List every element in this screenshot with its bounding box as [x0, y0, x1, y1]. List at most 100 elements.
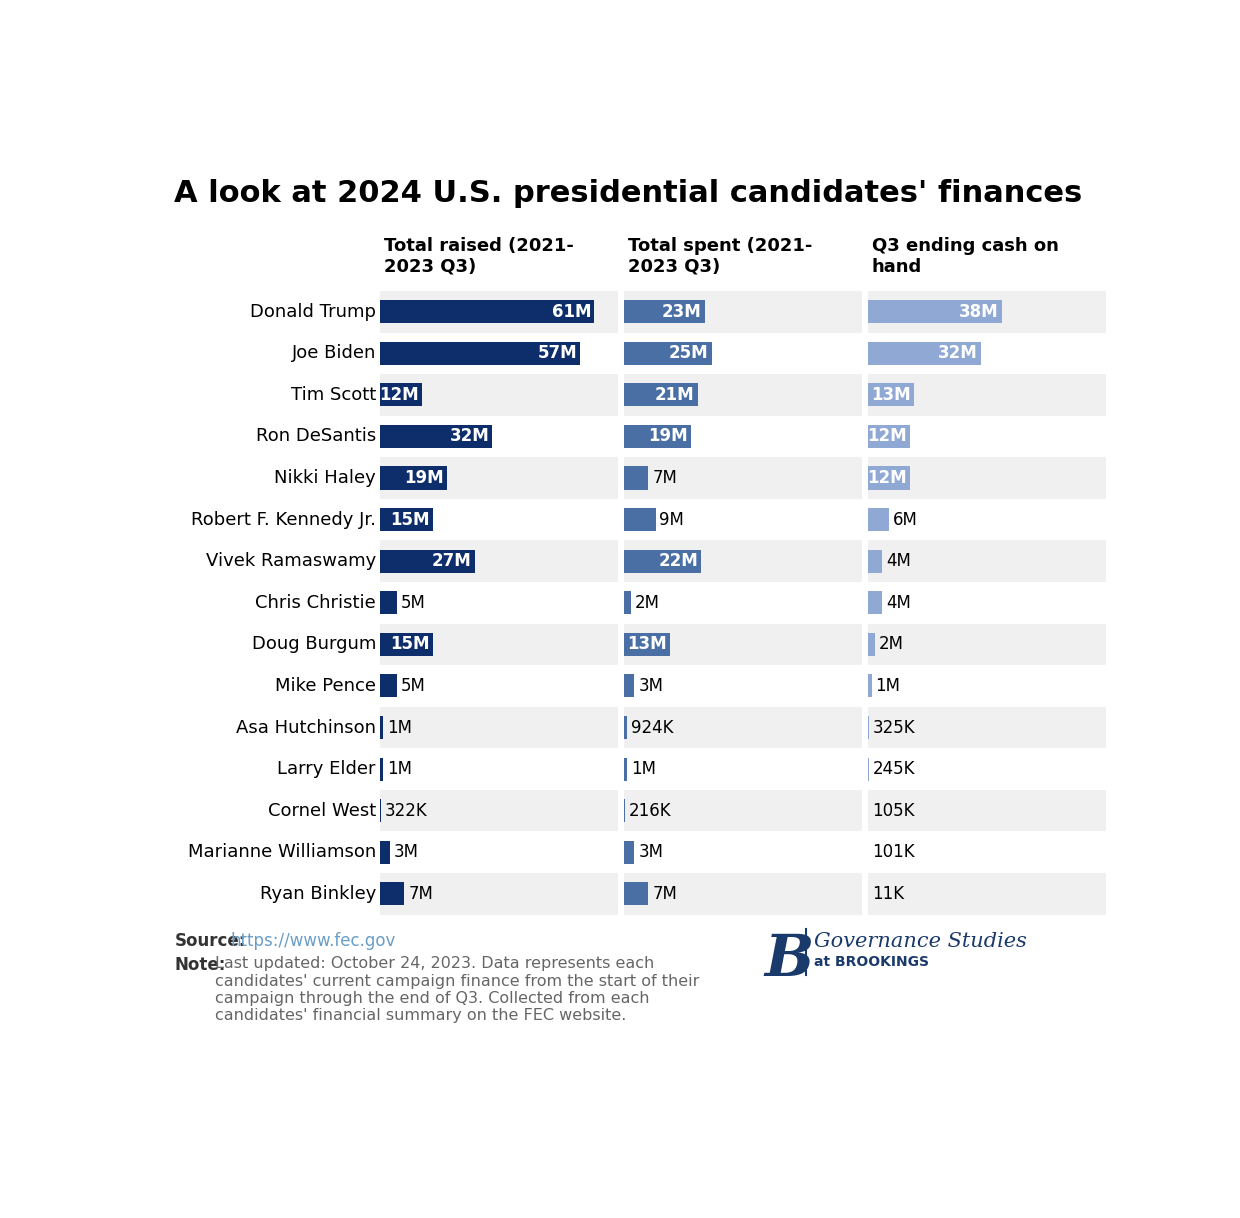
- Text: A look at 2024 U.S. presidential candidates' finances: A look at 2024 U.S. presidential candida…: [175, 179, 1083, 208]
- Bar: [379, 384, 422, 407]
- Bar: [868, 415, 1106, 457]
- Text: Total spent (2021-
2023 Q3): Total spent (2021- 2023 Q3): [627, 238, 812, 275]
- Bar: [379, 591, 397, 614]
- Text: 12M: 12M: [868, 469, 908, 487]
- Text: Total raised (2021-
2023 Q3): Total raised (2021- 2023 Q3): [383, 238, 573, 275]
- Text: 38M: 38M: [959, 303, 998, 320]
- Text: 12M: 12M: [379, 386, 419, 404]
- Text: 105K: 105K: [872, 801, 915, 820]
- Text: Doug Burgum: Doug Burgum: [252, 636, 376, 653]
- Text: 57M: 57M: [537, 345, 577, 362]
- Bar: [379, 790, 618, 832]
- Bar: [379, 300, 594, 323]
- Text: 3M: 3M: [639, 677, 663, 695]
- Bar: [379, 706, 618, 748]
- Bar: [868, 748, 1106, 790]
- Bar: [868, 790, 1106, 832]
- Bar: [624, 675, 635, 698]
- Bar: [624, 384, 698, 407]
- Text: 216K: 216K: [629, 801, 671, 820]
- Text: 3M: 3M: [639, 843, 663, 861]
- Bar: [379, 758, 383, 781]
- Bar: [379, 716, 383, 739]
- Text: 924K: 924K: [631, 719, 673, 737]
- Text: Joe Biden: Joe Biden: [291, 345, 376, 362]
- Bar: [379, 291, 618, 333]
- Text: 2M: 2M: [635, 593, 660, 611]
- Text: 245K: 245K: [873, 760, 915, 778]
- Bar: [868, 549, 882, 572]
- Text: Q3 ending cash on
hand: Q3 ending cash on hand: [872, 238, 1059, 275]
- Bar: [379, 549, 475, 572]
- Bar: [379, 415, 618, 457]
- Bar: [379, 457, 618, 499]
- Bar: [868, 873, 1106, 915]
- Text: Governance Studies: Governance Studies: [813, 932, 1027, 951]
- Bar: [624, 582, 862, 624]
- Bar: [624, 300, 704, 323]
- Bar: [624, 291, 862, 333]
- Text: Asa Hutchinson: Asa Hutchinson: [236, 719, 376, 737]
- Bar: [624, 633, 670, 657]
- Text: 23M: 23M: [662, 303, 702, 320]
- Text: https://www.fec.gov: https://www.fec.gov: [231, 932, 396, 950]
- Text: B: B: [764, 932, 813, 988]
- Bar: [624, 840, 635, 864]
- Bar: [624, 832, 862, 873]
- Text: Note:: Note:: [175, 956, 226, 974]
- Bar: [868, 633, 875, 657]
- Bar: [868, 582, 1106, 624]
- Text: 322K: 322K: [384, 801, 428, 820]
- Text: 19M: 19M: [404, 469, 444, 487]
- Text: 325K: 325K: [873, 719, 915, 737]
- Text: 5M: 5M: [402, 677, 427, 695]
- Text: 22M: 22M: [658, 552, 698, 570]
- Bar: [624, 790, 862, 832]
- Bar: [379, 748, 618, 790]
- Bar: [624, 665, 862, 706]
- Bar: [868, 300, 1002, 323]
- Text: 3M: 3M: [394, 843, 419, 861]
- Bar: [624, 624, 862, 665]
- Text: 19M: 19M: [649, 428, 688, 446]
- Bar: [624, 374, 862, 415]
- Text: Robert F. Kennedy Jr.: Robert F. Kennedy Jr.: [191, 510, 376, 529]
- Bar: [624, 466, 649, 490]
- Text: Cornel West: Cornel West: [268, 801, 376, 820]
- Text: 21M: 21M: [655, 386, 694, 404]
- Bar: [379, 582, 618, 624]
- Bar: [624, 758, 627, 781]
- Bar: [624, 425, 691, 448]
- Bar: [379, 665, 618, 706]
- Bar: [868, 291, 1106, 333]
- Text: 7M: 7M: [652, 884, 677, 903]
- Text: 6M: 6M: [893, 510, 918, 529]
- Bar: [868, 675, 872, 698]
- Text: 27M: 27M: [432, 552, 471, 570]
- Text: at BROOKINGS: at BROOKINGS: [813, 955, 929, 970]
- Bar: [624, 549, 702, 572]
- Bar: [868, 374, 1106, 415]
- Bar: [868, 706, 1106, 748]
- Text: Mike Pence: Mike Pence: [275, 677, 376, 695]
- Bar: [868, 342, 981, 365]
- Bar: [624, 882, 649, 905]
- Bar: [624, 706, 862, 748]
- Text: 32M: 32M: [449, 428, 490, 446]
- Bar: [379, 633, 433, 657]
- Bar: [624, 457, 862, 499]
- Text: 12M: 12M: [868, 428, 908, 446]
- Bar: [868, 591, 882, 614]
- Bar: [379, 466, 446, 490]
- Text: 15M: 15M: [389, 636, 429, 653]
- Bar: [868, 508, 889, 531]
- Text: 2M: 2M: [879, 636, 904, 653]
- Text: Tim Scott: Tim Scott: [290, 386, 376, 404]
- Text: 7M: 7M: [652, 469, 677, 487]
- Bar: [868, 832, 1106, 873]
- Text: Chris Christie: Chris Christie: [255, 593, 376, 611]
- Bar: [379, 675, 397, 698]
- Bar: [379, 873, 618, 915]
- Text: 25M: 25M: [670, 345, 709, 362]
- Text: 13M: 13M: [870, 386, 910, 404]
